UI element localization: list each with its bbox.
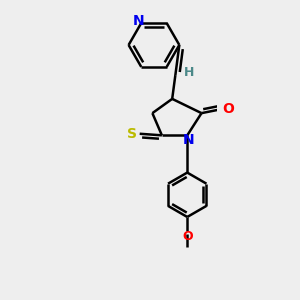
Text: S: S [127,127,137,141]
Text: O: O [223,102,234,116]
Text: N: N [183,133,195,147]
Text: H: H [184,66,194,79]
Text: O: O [182,230,193,243]
Text: N: N [132,14,144,28]
